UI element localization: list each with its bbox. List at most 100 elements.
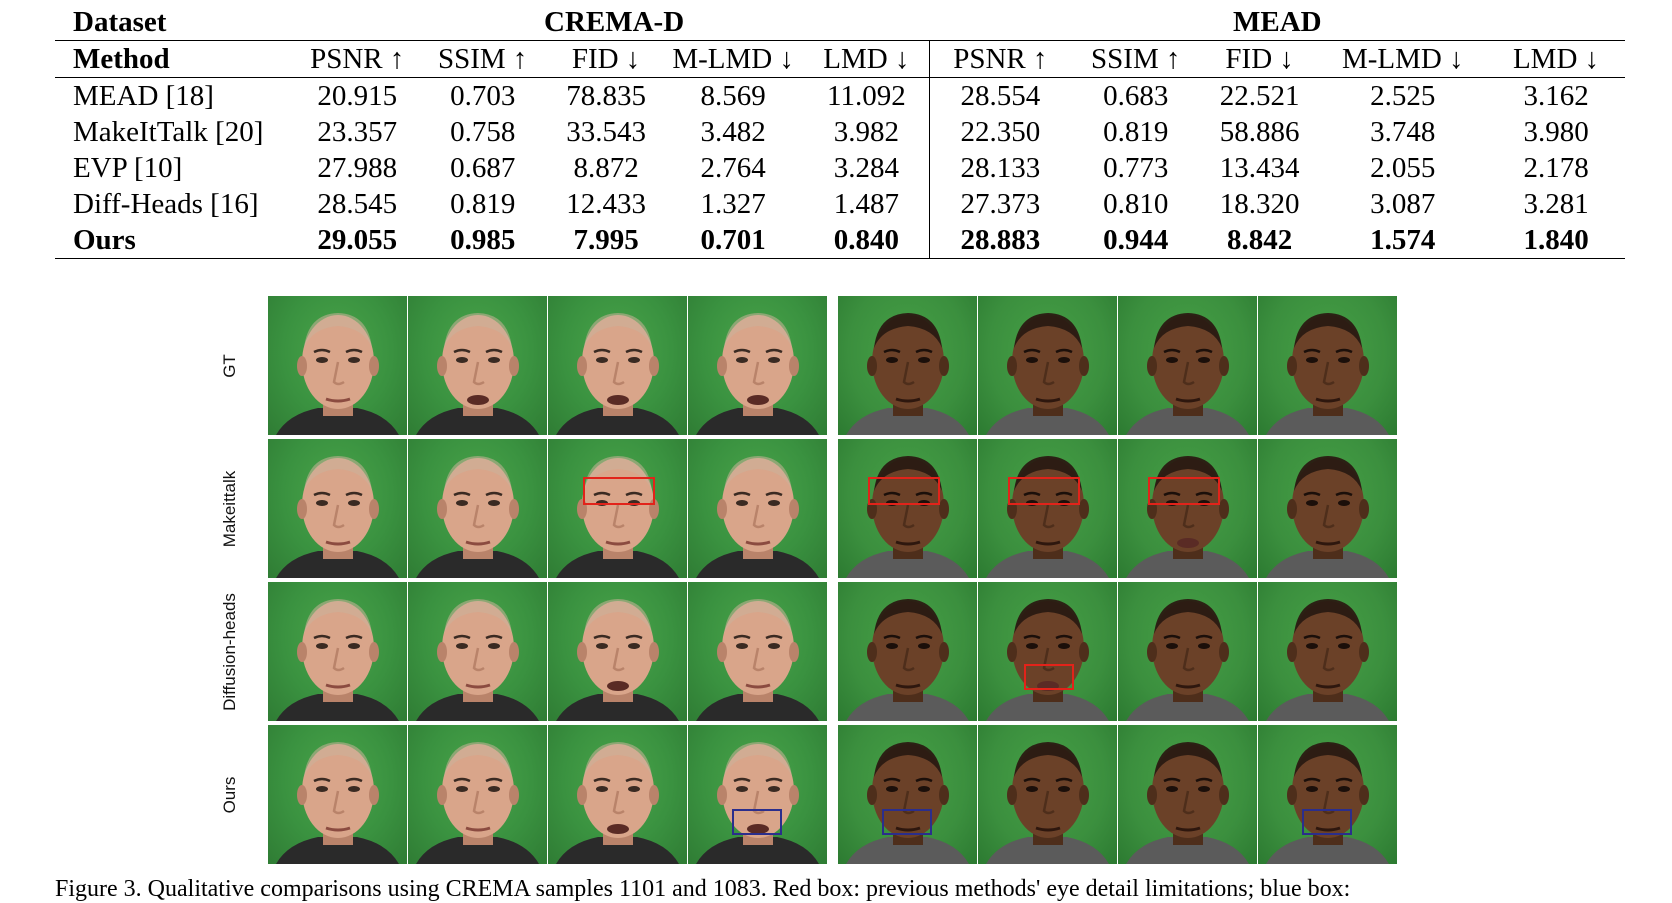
value-cell: 22.521 xyxy=(1219,79,1300,112)
value-cell: 0.683 xyxy=(1103,79,1169,112)
face-image xyxy=(978,725,1117,864)
figure-caption: Figure 3. Qualitative comparisons using … xyxy=(55,876,1351,902)
value-cell: 3.162 xyxy=(1523,79,1589,112)
value-cell: 2.525 xyxy=(1370,79,1436,112)
value-cell: 3.748 xyxy=(1370,115,1436,148)
dataset-crema-d: CREMA-D xyxy=(298,4,930,41)
value-cell: 27.373 xyxy=(929,186,1071,222)
face-image xyxy=(548,725,687,864)
blue-highlight-box xyxy=(732,809,782,835)
face-image xyxy=(838,582,977,721)
value-cell: 8.872 xyxy=(573,151,639,184)
row-label-makeittalk: Makeittalk xyxy=(220,470,239,547)
value-cell: 0.944 xyxy=(1070,222,1201,259)
face-image xyxy=(978,582,1117,721)
face-image xyxy=(408,439,547,578)
face-image xyxy=(548,296,687,435)
value-cell: 0.687 xyxy=(450,151,516,184)
value-cell: 1.487 xyxy=(833,187,900,220)
metric-header: FID ↓ xyxy=(1200,40,1319,78)
face-image xyxy=(688,296,827,435)
value-cell: 20.915 xyxy=(317,79,398,112)
face-image xyxy=(1118,439,1257,578)
value-cell: 3.482 xyxy=(700,115,766,148)
value-cell: 3.284 xyxy=(833,151,900,184)
method-header: Method xyxy=(55,40,299,78)
value-cell: 0.810 xyxy=(1103,187,1169,220)
red-highlight-box xyxy=(1148,477,1220,505)
table-row: EVP [10] 27.988 0.687 8.872 2.764 3.284 … xyxy=(55,150,1625,186)
face-image xyxy=(1258,582,1397,721)
row-label-gt: GT xyxy=(220,353,239,378)
value-cell: 2.178 xyxy=(1523,151,1589,184)
face-image xyxy=(548,582,687,721)
row-label-ours: Ours xyxy=(220,776,239,813)
method-cell: MEAD [18] xyxy=(73,79,214,112)
face-image xyxy=(1118,296,1257,435)
value-cell: 28.883 xyxy=(929,222,1071,259)
metric-header: SSIM ↑ xyxy=(1070,40,1201,78)
method-cell: Ours xyxy=(55,222,299,259)
dataset-mead: MEAD xyxy=(929,4,1625,41)
value-cell: 0.985 xyxy=(415,222,550,259)
face-image xyxy=(1118,725,1257,864)
face-image xyxy=(548,439,687,578)
red-highlight-box xyxy=(868,477,940,505)
value-cell: 28.133 xyxy=(929,150,1071,186)
face-image xyxy=(688,439,827,578)
face-image xyxy=(268,296,407,435)
metric-header: PSNR ↑ xyxy=(298,40,416,78)
value-cell: 7.995 xyxy=(549,222,663,259)
method-cell: MakeItTalk [20] xyxy=(73,115,264,148)
metric-header: PSNR ↑ xyxy=(929,40,1071,78)
value-cell: 0.773 xyxy=(1103,151,1169,184)
face-image xyxy=(838,296,977,435)
value-cell: 29.055 xyxy=(298,222,416,259)
value-cell: 3.087 xyxy=(1370,187,1436,220)
method-cell: EVP [10] xyxy=(73,151,183,184)
value-cell: 2.055 xyxy=(1370,151,1436,184)
face-image xyxy=(1258,296,1397,435)
metric-header: LMD ↓ xyxy=(803,40,930,78)
red-highlight-box xyxy=(1024,664,1074,690)
red-highlight-box xyxy=(583,477,655,505)
red-highlight-box xyxy=(1008,477,1080,505)
value-cell: 58.886 xyxy=(1219,115,1300,148)
method-cell: Diff-Heads [16] xyxy=(73,187,259,220)
value-cell: 1.574 xyxy=(1318,222,1488,259)
value-cell: 78.835 xyxy=(566,79,646,112)
blue-highlight-box xyxy=(882,809,932,835)
value-cell: 27.988 xyxy=(317,151,398,184)
value-cell: 11.092 xyxy=(827,79,906,112)
value-cell: 28.545 xyxy=(317,187,398,220)
value-cell: 0.758 xyxy=(450,115,516,148)
face-image xyxy=(978,439,1117,578)
blue-highlight-box xyxy=(1302,809,1352,835)
value-cell: 3.980 xyxy=(1523,115,1589,148)
value-cell: 12.433 xyxy=(566,187,646,220)
value-cell: 0.819 xyxy=(1103,115,1169,148)
face-image xyxy=(268,725,407,864)
face-image xyxy=(408,296,547,435)
face-image xyxy=(688,725,827,864)
value-cell: 18.320 xyxy=(1219,187,1300,220)
value-cell: 8.569 xyxy=(700,79,766,112)
table-row: MakeItTalk [20] 23.357 0.758 33.543 3.48… xyxy=(55,114,1625,150)
table-row: Diff-Heads [16] 28.545 0.819 12.433 1.32… xyxy=(55,186,1625,222)
table-row: MEAD [18] 20.915 0.703 78.835 8.569 11.0… xyxy=(55,77,1625,114)
value-cell: 1.327 xyxy=(700,187,766,220)
face-image xyxy=(408,725,547,864)
value-cell: 8.842 xyxy=(1200,222,1319,259)
face-image xyxy=(838,725,977,864)
face-image xyxy=(408,582,547,721)
qualitative-figure: GT Makeittalk Diffusion-heads Ours xyxy=(210,296,1410,868)
value-cell: 23.357 xyxy=(317,115,398,148)
value-cell: 0.701 xyxy=(662,222,804,259)
metric-header: M-LMD ↓ xyxy=(662,40,804,78)
value-cell: 1.840 xyxy=(1487,222,1625,259)
face-image xyxy=(1118,582,1257,721)
face-image xyxy=(1258,439,1397,578)
value-cell: 0.703 xyxy=(450,79,516,112)
face-image xyxy=(838,439,977,578)
face-image xyxy=(268,582,407,721)
